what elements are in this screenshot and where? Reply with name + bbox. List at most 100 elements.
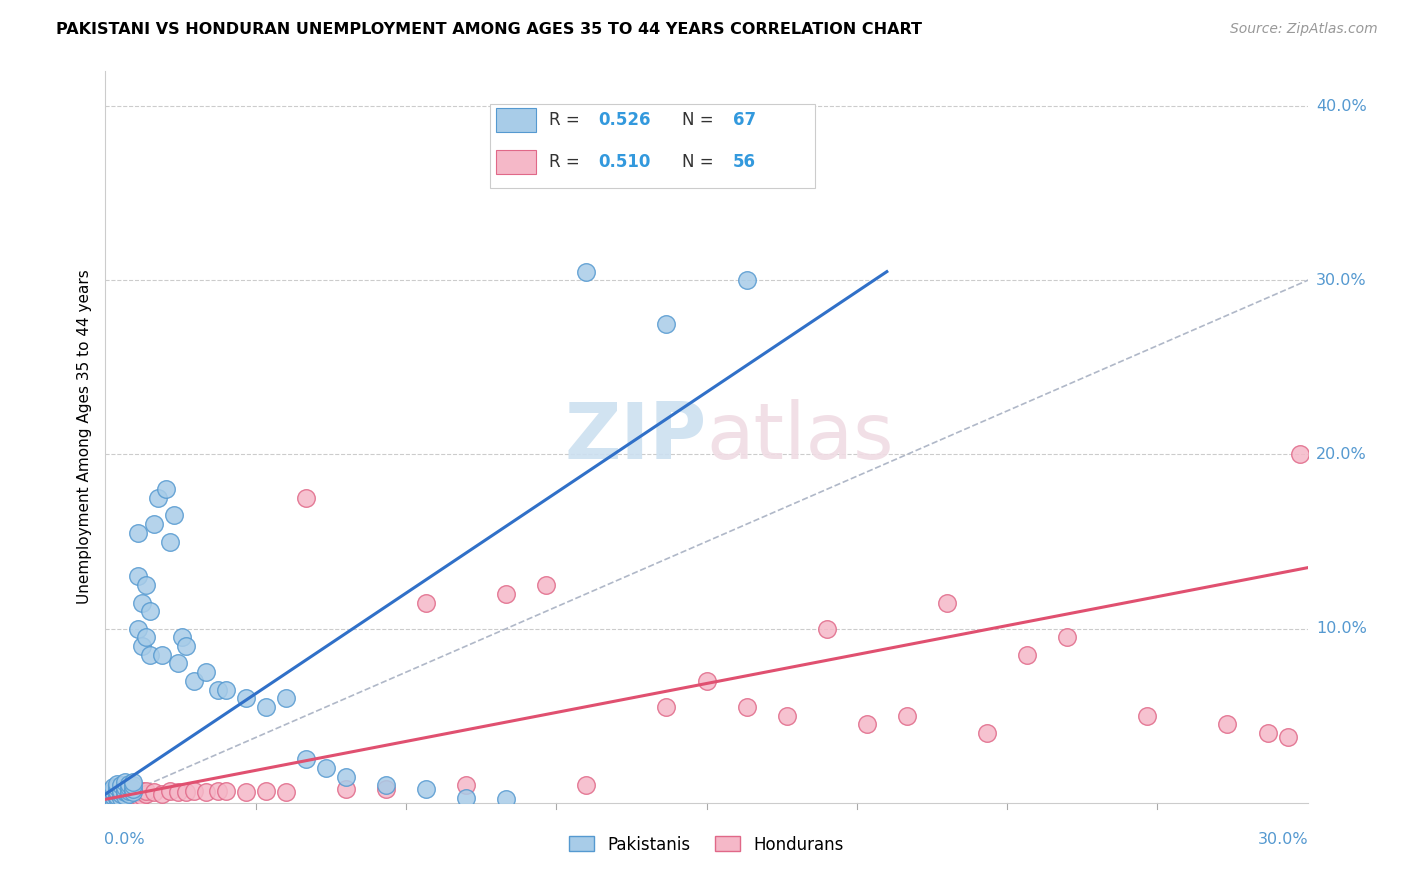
Point (135, 631, 157, 645)
Point (162, 508, 184, 523)
Point (107, 777, 129, 791)
Point (155, 483, 177, 497)
Point (207, 682, 229, 697)
Point (183, 783, 205, 797)
Point (103, 792, 125, 806)
Text: 67: 67 (733, 112, 756, 129)
Point (166, 785, 188, 799)
Point (207, 783, 229, 797)
Point (135, 578, 157, 592)
Point (127, 785, 149, 799)
Point (150, 648, 173, 662)
Point (150, 787, 173, 801)
Point (274, 691, 297, 706)
Point (1288, 448, 1310, 462)
Point (174, 639, 197, 653)
Point (138, 648, 160, 662)
Point (374, 778, 398, 792)
Point (110, 789, 132, 803)
Point (127, 525, 149, 540)
Point (127, 622, 149, 636)
Point (335, 781, 357, 796)
Point (534, 578, 557, 592)
Point (131, 639, 153, 653)
Point (98, 792, 121, 806)
Text: R =: R = (548, 112, 585, 129)
Point (183, 673, 205, 688)
Point (118, 787, 141, 801)
Point (114, 775, 136, 789)
Point (194, 785, 217, 799)
Point (103, 789, 125, 803)
Point (735, 273, 758, 287)
Point (142, 785, 165, 799)
Point (122, 790, 145, 805)
Point (122, 785, 145, 799)
Point (194, 665, 217, 680)
Point (976, 726, 998, 740)
Point (135, 787, 157, 801)
Point (655, 700, 678, 714)
FancyBboxPatch shape (496, 108, 536, 132)
Point (454, 778, 477, 792)
Point (107, 783, 129, 797)
Text: 0.510: 0.510 (599, 153, 651, 171)
Point (1056, 631, 1078, 645)
Text: 40.0%: 40.0% (1316, 99, 1367, 113)
Point (107, 785, 129, 799)
Text: R =: R = (548, 153, 585, 171)
Point (1017, 648, 1039, 662)
Text: 30.0%: 30.0% (1316, 273, 1367, 288)
Point (696, 673, 718, 688)
Point (98, 792, 121, 806)
Point (103, 783, 125, 797)
Point (1136, 708, 1159, 723)
Point (896, 708, 918, 723)
Point (415, 781, 437, 796)
Text: atlas: atlas (707, 399, 894, 475)
FancyBboxPatch shape (496, 150, 536, 174)
Text: 0.526: 0.526 (599, 112, 651, 129)
Point (454, 790, 477, 805)
Point (575, 265, 598, 279)
Text: 10.0%: 10.0% (1316, 621, 1367, 636)
Point (98, 789, 121, 803)
Point (235, 785, 257, 799)
Point (274, 785, 297, 799)
Point (131, 789, 153, 803)
Legend: Pakistanis, Hondurans: Pakistanis, Hondurans (562, 829, 851, 860)
Point (735, 700, 758, 714)
Point (114, 790, 136, 805)
Point (103, 790, 125, 805)
Point (855, 717, 877, 731)
Point (146, 491, 169, 505)
Point (122, 785, 145, 799)
Text: 30.0%: 30.0% (1258, 832, 1309, 847)
Point (103, 780, 125, 794)
Text: PAKISTANI VS HONDURAN UNEMPLOYMENT AMONG AGES 35 TO 44 YEARS CORRELATION CHART: PAKISTANI VS HONDURAN UNEMPLOYMENT AMONG… (56, 22, 922, 37)
Text: N =: N = (682, 153, 720, 171)
Text: 20.0%: 20.0% (1316, 447, 1367, 462)
Point (214, 783, 236, 797)
Point (107, 780, 129, 794)
Point (98, 783, 121, 797)
Point (174, 785, 197, 799)
Point (655, 317, 678, 331)
Point (114, 780, 136, 794)
Point (131, 595, 153, 609)
Point (118, 789, 141, 803)
Point (98, 787, 121, 801)
Point (127, 569, 149, 583)
Point (122, 781, 145, 796)
Point (170, 631, 193, 645)
FancyBboxPatch shape (491, 104, 814, 188)
Text: 0.0%: 0.0% (104, 832, 145, 847)
Point (936, 595, 959, 609)
Point (107, 789, 129, 803)
Point (1277, 730, 1299, 744)
Point (110, 783, 132, 797)
Point (114, 785, 136, 799)
Point (374, 781, 398, 796)
Point (110, 785, 132, 799)
Point (110, 778, 132, 792)
